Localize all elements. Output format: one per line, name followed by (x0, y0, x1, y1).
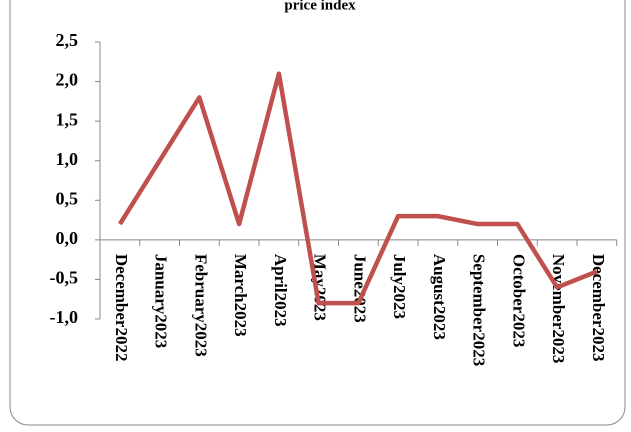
y-tick-label: 0,5 (56, 188, 79, 208)
x-tick-label: November2023 (549, 254, 568, 364)
y-tick-label: 0,0 (56, 228, 79, 248)
x-tick-label: December2022 (112, 254, 131, 362)
x-tick-label: March2023 (231, 254, 250, 337)
y-tick-label: 2,5 (56, 30, 79, 50)
chart-title: price index (284, 0, 356, 13)
y-tick-label: 1,5 (56, 109, 79, 129)
x-tick-label: August2023 (430, 254, 449, 340)
x-tick-label: January2023 (152, 254, 171, 348)
y-tick-label: -1,0 (50, 307, 79, 327)
x-tick-label: February2023 (191, 254, 210, 357)
x-tick-label: June2023 (350, 254, 369, 323)
y-tick-label: -0,5 (50, 268, 79, 288)
data-line (117, 71, 598, 306)
y-tick-label: 1,0 (56, 149, 79, 169)
y-tick-label: 2,0 (56, 70, 79, 90)
x-tick-label: April2023 (271, 254, 290, 327)
chart-frame (9, 0, 626, 426)
x-tick-label: December2023 (589, 254, 608, 362)
x-tick-label: September2023 (470, 254, 489, 366)
x-tick-label: October2023 (509, 254, 528, 347)
x-tick-label: July2023 (390, 254, 409, 319)
